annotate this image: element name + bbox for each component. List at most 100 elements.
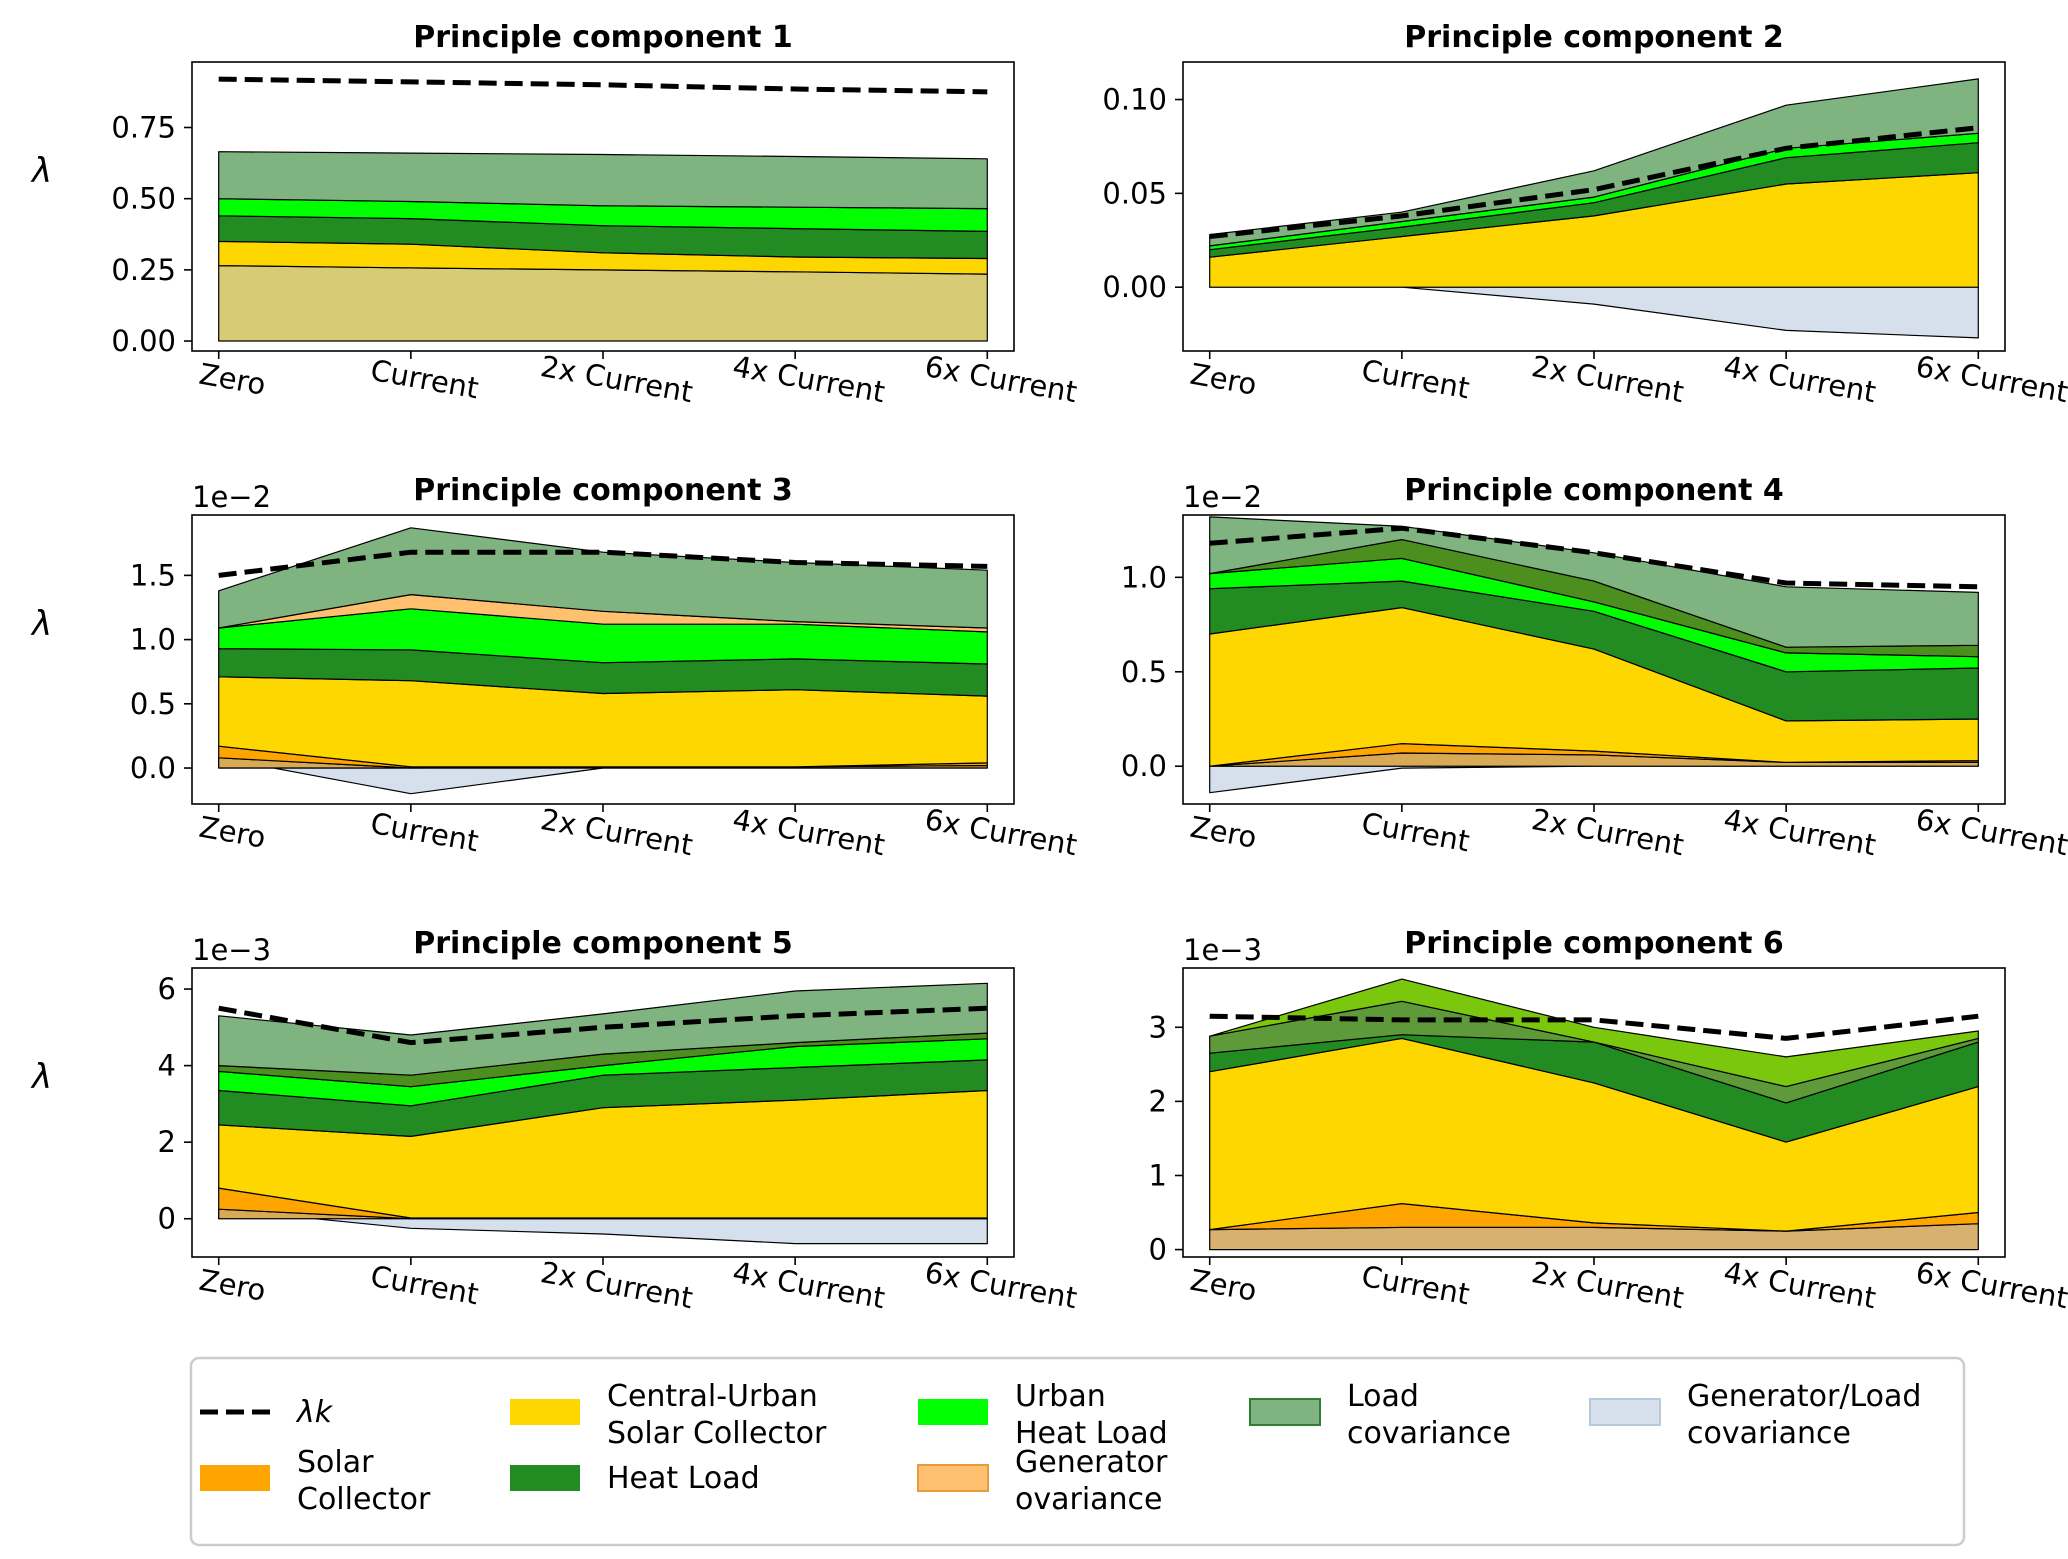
y-multiplier: 1e−3: [192, 933, 271, 967]
y-tick-label: 1.5: [130, 558, 176, 592]
y-tick-label: 3: [1149, 1010, 1167, 1044]
x-tick-label: Current: [1359, 806, 1472, 858]
legend-swatch: [1589, 1398, 1661, 1426]
legend-label: λk: [295, 1395, 334, 1430]
legend-label: Generator: [1015, 1445, 1168, 1480]
y-tick-label: 0.75: [111, 110, 176, 144]
x-tick-label: 6x Current: [1913, 1255, 2068, 1315]
area-generator-load-covariance: [1209, 286, 1979, 339]
x-tick-label: Current: [1359, 1259, 1472, 1311]
subplot-5: 0 2 4 6 Zero Current 2x Current 4x Current 6x Cu…: [30, 926, 1080, 1315]
x-tick-label: 6x Current: [922, 349, 1079, 409]
legend-box: [189, 1356, 1966, 1547]
subplot-title: Principle component 3: [413, 473, 793, 508]
y-tick-label: 0.05: [1102, 176, 1167, 210]
y-axis-label: λ: [30, 151, 52, 191]
legend-label: Heat Load: [1015, 1416, 1168, 1451]
x-tick-label: 4x Current: [730, 1255, 887, 1315]
x-tick-label: 2x Current: [538, 349, 695, 409]
y-tick-label: 0.0: [1121, 749, 1167, 783]
y-tick-label: 2: [158, 1125, 176, 1159]
legend-swatch: [918, 1399, 988, 1425]
x-tick-label: 6x Current: [922, 802, 1079, 862]
legend-item-lambda-k: λk: [200, 1395, 334, 1430]
subplot-title: Principle component 2: [1404, 20, 1784, 55]
x-tick-label: 2x Current: [538, 802, 695, 862]
y-multiplier: 1e−2: [1183, 480, 1262, 514]
x-tick-label: Zero: [1188, 357, 1260, 402]
y-tick-label: 1.0: [1121, 560, 1167, 594]
legend-label: Urban: [1015, 1379, 1106, 1414]
lambda-line: [218, 1005, 988, 1046]
y-tick-label: 0.00: [111, 324, 176, 358]
x-tick-label: Current: [368, 806, 481, 858]
subplot-title: Principle component 5: [413, 926, 793, 961]
area-load-covariance: [218, 151, 988, 210]
area-generator-covariance: [218, 265, 988, 342]
x-tick-label: 2x Current: [1529, 1255, 1686, 1315]
x-tick-label: 4x Current: [1721, 802, 1878, 862]
legend-swatch: [200, 1465, 270, 1491]
y-tick-label: 4: [158, 1049, 176, 1083]
x-tick-label: Zero: [1188, 1263, 1260, 1308]
y-tick-label: 0: [1149, 1233, 1167, 1267]
legend-label: Heat Load: [607, 1461, 760, 1496]
legend-label: covariance: [1347, 1416, 1511, 1451]
x-tick-label: Zero: [197, 810, 269, 855]
x-tick-label: Current: [368, 353, 481, 405]
subplot-2: 0.00 0.05 0.10 Zero Current 2x Current 4x Curr…: [1102, 20, 2068, 409]
legend-label: ovariance: [1015, 1482, 1163, 1517]
x-tick-label: 2x Current: [1529, 802, 1686, 862]
area-load-covariance: [218, 982, 988, 1076]
lambda-line: [218, 76, 988, 95]
y-tick-label: 6: [158, 972, 176, 1006]
legend-label: Central-Urban: [607, 1379, 818, 1414]
subplot-1: 0.00 0.25 0.50 0.75 Zero Current 2x Current 4x …: [30, 20, 1080, 409]
y-tick-label: 0.25: [111, 253, 176, 287]
x-tick-label: 4x Current: [1721, 1255, 1878, 1315]
y-tick-label: 0.5: [1121, 655, 1167, 689]
y-tick-label: 0.50: [111, 182, 176, 216]
x-tick-label: 2x Current: [538, 1255, 695, 1315]
legend-swatch: [510, 1399, 580, 1425]
legend-label: Solar Collector: [607, 1416, 827, 1451]
subplot-title: Principle component 1: [413, 20, 793, 55]
y-multiplier: 1e−2: [192, 480, 271, 514]
subplot-6: 0 1 2 3 Zero Current 2x Current 4x Current 6x Cu…: [1149, 926, 2068, 1315]
y-tick-label: 0: [158, 1202, 176, 1236]
subplot-title: Principle component 4: [1404, 473, 1784, 508]
legend-label: Solar: [297, 1445, 374, 1480]
x-tick-label: 6x Current: [922, 1255, 1079, 1315]
x-tick-label: Current: [368, 1259, 481, 1311]
y-tick-label: 1: [1149, 1158, 1167, 1192]
x-tick-label: 4x Current: [1721, 349, 1878, 409]
area-generator-load-covariance: [1209, 761, 1979, 794]
x-tick-label: Zero: [197, 1263, 269, 1308]
legend-label: Load: [1347, 1379, 1419, 1414]
y-tick-label: 2: [1149, 1084, 1167, 1118]
x-tick-label: 4x Current: [730, 349, 887, 409]
x-tick-label: 6x Current: [1913, 802, 2068, 862]
legend-swatch: [510, 1465, 580, 1491]
subplot-title: Principle component 6: [1404, 926, 1784, 961]
subplot-4: 0.0 0.5 1.0 Zero Current 2x Current 4x Current…: [1121, 473, 2068, 862]
y-multiplier: 1e−3: [1183, 933, 1262, 967]
legend-label: Generator/Load: [1687, 1379, 1921, 1414]
y-tick-label: 0.5: [130, 687, 176, 721]
y-axis-label: λ: [30, 604, 52, 644]
x-tick-label: Current: [1359, 353, 1472, 405]
subplot-3: 0.0 0.5 1.0 1.5 Zero Current 2x Current 4x Curr…: [30, 473, 1080, 862]
lambda-line: [1209, 1013, 1979, 1041]
y-tick-label: 0.0: [130, 751, 176, 785]
legend-swatch: [1249, 1398, 1321, 1426]
legend-item-heat-load: Heat Load: [510, 1461, 760, 1496]
x-tick-label: 6x Current: [1913, 349, 2068, 409]
